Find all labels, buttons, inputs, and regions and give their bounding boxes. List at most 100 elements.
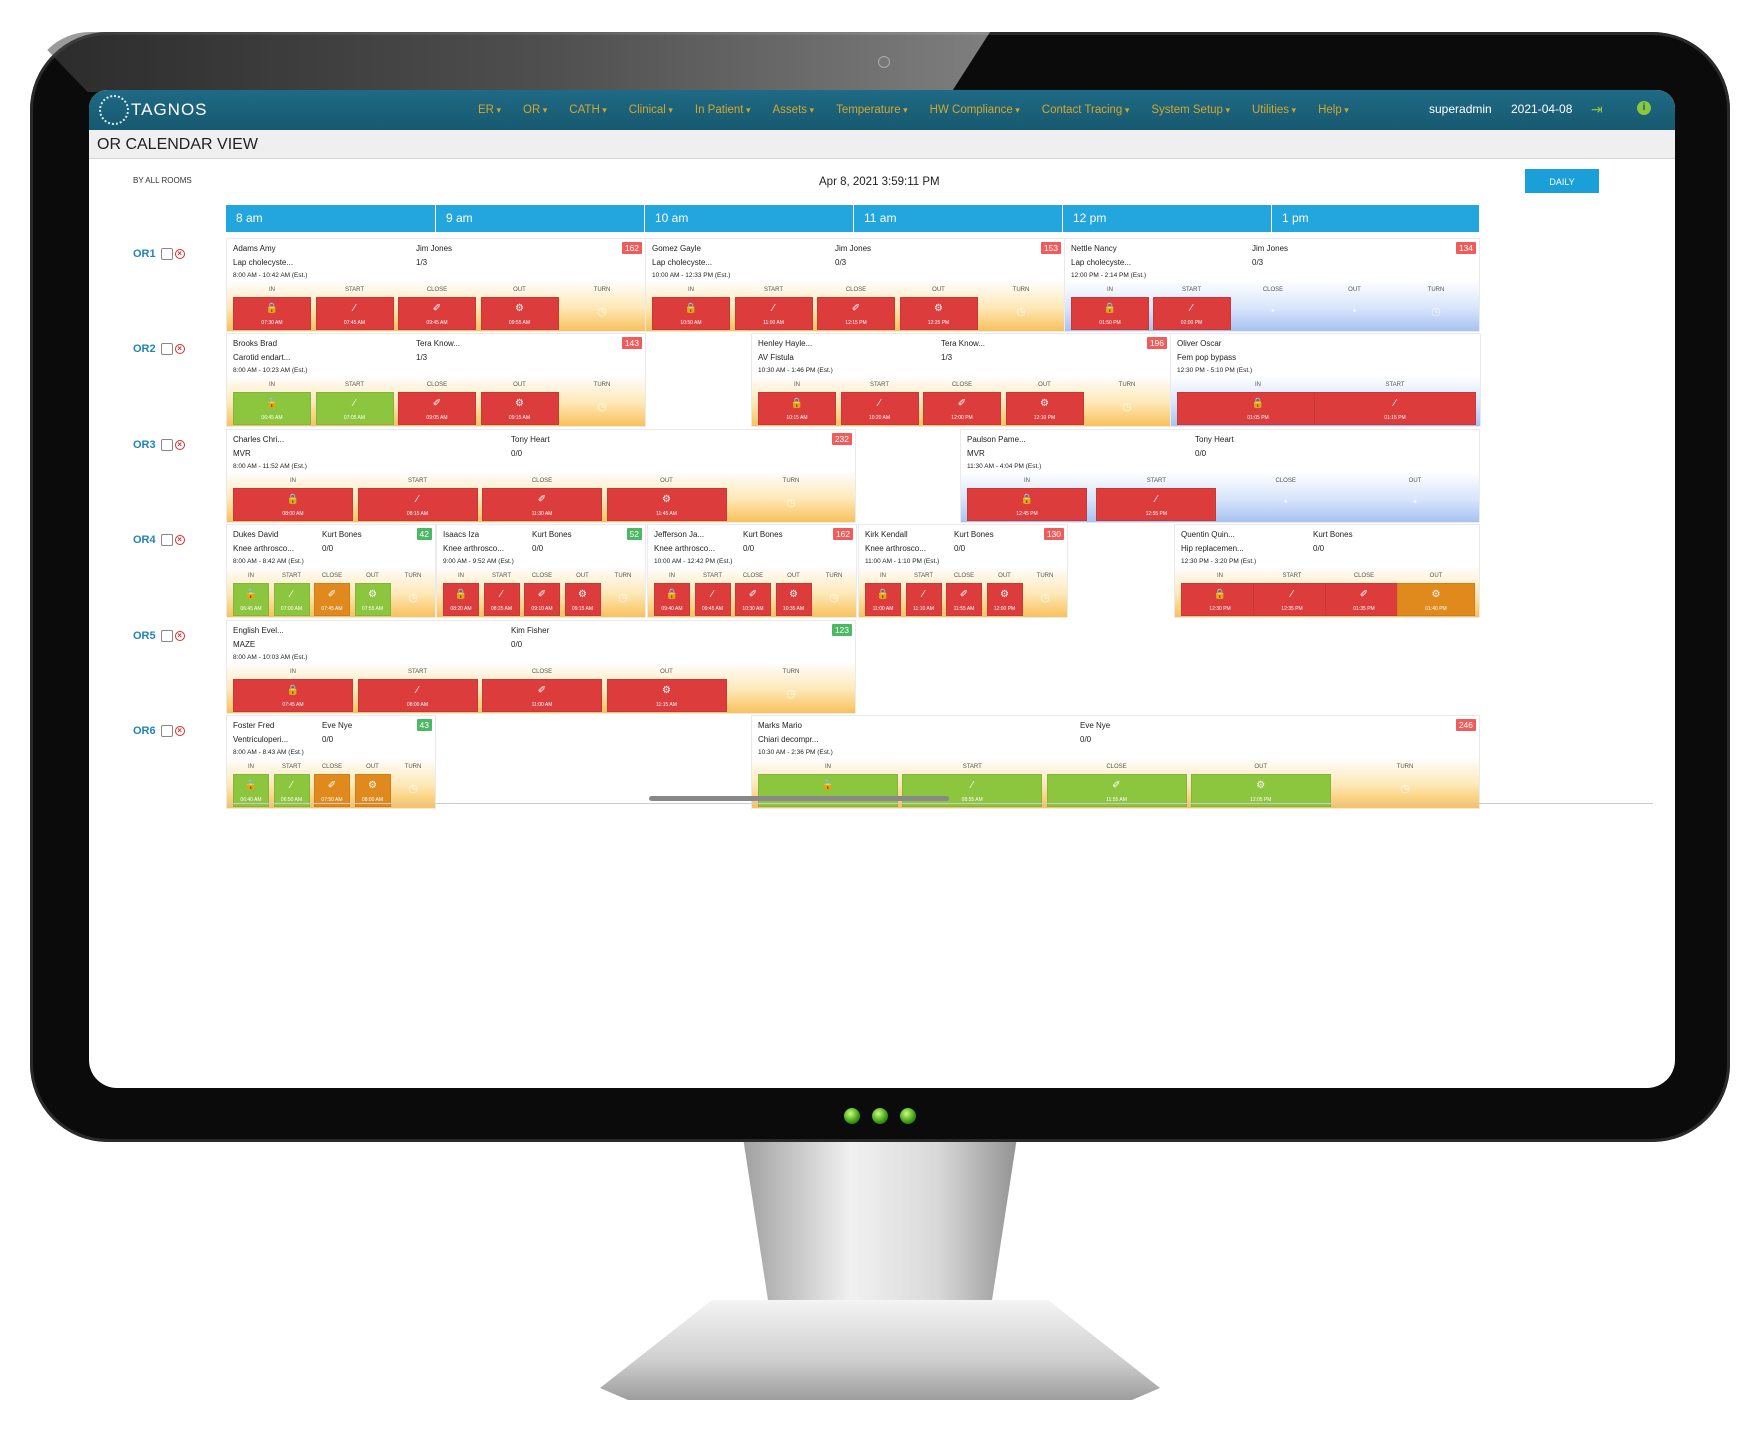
- patient-name[interactable]: Gomez Gayle: [652, 244, 701, 253]
- patient-name[interactable]: Paulson Pame...: [967, 435, 1026, 444]
- case-card[interactable]: Quentin Quin... Hip replacemen... 12:30 PM…: [1174, 524, 1480, 618]
- room-name[interactable]: OR4: [133, 534, 156, 546]
- patient-name[interactable]: Nettle Nancy: [1071, 244, 1117, 253]
- stage-button[interactable]: 🔒08:45 AM: [758, 774, 898, 807]
- stage-button[interactable]: ∕ 11:10 AM: [905, 583, 942, 616]
- remove-room-icon[interactable]: ×: [174, 535, 185, 545]
- stage-button[interactable]: ⚙ 11:15 AM: [606, 679, 727, 712]
- info-icon[interactable]: i: [1637, 101, 1651, 115]
- remove-room-icon[interactable]: ×: [174, 440, 185, 450]
- stage-button[interactable]: ✐ 11:55 AM: [1046, 774, 1187, 807]
- patient-name[interactable]: Charles Chri...: [233, 435, 285, 444]
- stage-button[interactable]: ∕ 07:00 AM: [273, 583, 310, 616]
- room-label-or1[interactable]: OR1 ×: [133, 248, 185, 260]
- patient-name[interactable]: Adams Amy: [233, 244, 276, 253]
- patient-name[interactable]: Foster Fred: [233, 721, 275, 730]
- stage-button[interactable]: ⚙ 08:00 AM: [354, 774, 391, 807]
- stage-button[interactable]: ⚙ 07:55 AM: [354, 583, 391, 616]
- menu-item-help[interactable]: Help: [1318, 104, 1349, 116]
- stage-button[interactable]: 🔒 01:05 PM: [1177, 392, 1339, 425]
- case-card[interactable]: Henley Hayle... AV Fistula 10:30 AM - 1:46…: [751, 333, 1171, 427]
- patient-name[interactable]: Quentin Quin...: [1181, 530, 1235, 539]
- current-user[interactable]: superadmin: [1429, 102, 1492, 116]
- patient-name[interactable]: Jefferson Ja...: [654, 530, 705, 539]
- stage-button[interactable]: ✐ 09:10 AM: [524, 583, 560, 616]
- stage-button[interactable]: ⚙ 09:15 AM: [480, 392, 559, 425]
- stage-button[interactable]: ✐ 12:15 PM: [817, 297, 895, 330]
- stage-button[interactable]: ✐ 07:50 AM: [314, 774, 350, 807]
- patient-name[interactable]: Kirk Kendall: [865, 530, 908, 539]
- menu-item-or[interactable]: OR: [523, 104, 547, 116]
- case-card[interactable]: Charles Chri... MVR 8:00 AM - 11:52 AM (Es…: [226, 429, 856, 523]
- stage-button[interactable]: ∕ 12:55 PM: [1096, 488, 1217, 521]
- menu-item-system-setup[interactable]: System Setup: [1151, 104, 1230, 116]
- menu-item-assets[interactable]: Assets: [773, 104, 815, 116]
- room-name[interactable]: OR2: [133, 343, 156, 355]
- trash-icon[interactable]: [160, 248, 173, 260]
- menu-item-contact-tracing[interactable]: Contact Tracing: [1042, 104, 1130, 116]
- menu-item-er[interactable]: ER: [478, 104, 501, 116]
- menu-item-hw-compliance[interactable]: HW Compliance: [930, 104, 1020, 116]
- trash-icon[interactable]: [160, 439, 173, 451]
- remove-room-icon[interactable]: ×: [174, 249, 185, 259]
- case-card[interactable]: Nettle Nancy Lap cholecyste... 12:00 PM - …: [1064, 238, 1480, 332]
- stage-button[interactable]: ✐ 11:55 AM: [946, 583, 982, 616]
- stage-button[interactable]: ∕ 09:45 AM: [694, 583, 731, 616]
- case-card[interactable]: Foster Fred Ventriculoperi... 8:00 AM - 8:…: [226, 715, 436, 809]
- stage-button[interactable]: 🔒 06:45 AM: [233, 392, 311, 425]
- stage-button[interactable]: ✐ 11:00 AM: [482, 679, 602, 712]
- stage-button[interactable]: 🔒 07:45 AM: [233, 679, 353, 712]
- stage-button[interactable]: ⚙ 09:15 AM: [564, 583, 601, 616]
- stage-button[interactable]: ⚙ 10:35 AM: [775, 583, 812, 616]
- menu-item-cath[interactable]: CATH: [569, 104, 606, 116]
- patient-name[interactable]: Brooks Brad: [233, 339, 278, 348]
- remove-room-icon[interactable]: ×: [174, 631, 185, 641]
- stage-button[interactable]: ∕ 08:25 AM: [483, 583, 520, 616]
- room-name[interactable]: OR3: [133, 439, 156, 451]
- case-card[interactable]: Isaacs Iza Knee arthrosco... 9:00 AM - 9:5…: [436, 524, 646, 618]
- stage-button[interactable]: ✐ 12:00 PM: [923, 392, 1001, 425]
- patient-name[interactable]: Oliver Oscar: [1177, 339, 1222, 348]
- stage-button[interactable]: ∕ 06:50 AM: [273, 774, 310, 807]
- stage-button[interactable]: ∕ 10:20 AM: [840, 392, 919, 425]
- patient-name[interactable]: Dukes David: [233, 530, 279, 539]
- patient-name[interactable]: Henley Hayle...: [758, 339, 813, 348]
- stage-button[interactable]: 🔒 08:20 AM: [443, 583, 479, 616]
- case-card[interactable]: Adams Amy Lap cholecyste... 8:00 AM - 10:4…: [226, 238, 646, 332]
- room-label-or4[interactable]: OR4 ×: [133, 534, 185, 546]
- stage-button[interactable]: ✐ 09:05 AM: [398, 392, 476, 425]
- room-name[interactable]: OR6: [133, 725, 156, 737]
- stage-button[interactable]: ⚙ 12:05 PM: [1190, 774, 1331, 807]
- case-card[interactable]: Oliver Oscar Fem pop bypass 12:30 PM - 5:1…: [1170, 333, 1481, 427]
- stage-button[interactable]: ∕ 01:15 PM: [1314, 392, 1476, 425]
- stage-button[interactable]: ∕ 07:45 AM: [315, 297, 394, 330]
- stage-button[interactable]: ∕ 08:15 AM: [357, 488, 478, 521]
- logout-icon[interactable]: ⇥: [1591, 101, 1603, 117]
- stage-button[interactable]: 🔒 10:50 AM: [652, 297, 730, 330]
- stage-button[interactable]: 🔒 09:40 AM: [654, 583, 690, 616]
- stage-button[interactable]: ∕ 07:05 AM: [315, 392, 394, 425]
- case-card[interactable]: English Evel... MAZE 8:00 AM - 10:03 AM (E…: [226, 620, 856, 714]
- menu-item-utilities[interactable]: Utilities: [1252, 104, 1296, 116]
- stage-button[interactable]: ⚙ 12:10 PM: [1005, 392, 1084, 425]
- stage-button[interactable]: 🔒 08:00 AM: [233, 488, 353, 521]
- stage-button[interactable]: ∕ 12:35 PM: [1253, 583, 1331, 616]
- stage-button[interactable]: 🔒 11:00 AM: [865, 583, 901, 616]
- stage-button[interactable]: ✐ 01:35 PM: [1325, 583, 1403, 616]
- case-card[interactable]: Brooks Brad Carotid endart... 8:00 AM - 10…: [226, 333, 646, 427]
- stage-button[interactable]: 🔒 12:45 PM: [967, 488, 1087, 521]
- stage-button[interactable]: 🔒 10:15 AM: [758, 392, 836, 425]
- stage-button[interactable]: ✐ 09:45 AM: [398, 297, 476, 330]
- menu-item-temperature[interactable]: Temperature: [836, 104, 908, 116]
- menu-item-clinical[interactable]: Clinical: [629, 104, 673, 116]
- room-name[interactable]: OR1: [133, 248, 156, 260]
- case-card[interactable]: Jefferson Ja... Knee arthrosco... 10:00 AM…: [647, 524, 857, 618]
- stage-button[interactable]: ⚙ 01:40 PM: [1397, 583, 1475, 616]
- patient-name[interactable]: English Evel...: [233, 626, 284, 635]
- remove-room-icon[interactable]: ×: [174, 726, 185, 736]
- stage-button[interactable]: ∕ 08:00 AM: [357, 679, 478, 712]
- trash-icon[interactable]: [160, 534, 173, 546]
- horizontal-scrollbar[interactable]: [649, 796, 949, 801]
- stage-button[interactable]: 🔒 12:30 PM: [1181, 583, 1259, 616]
- room-label-or3[interactable]: OR3 ×: [133, 439, 185, 451]
